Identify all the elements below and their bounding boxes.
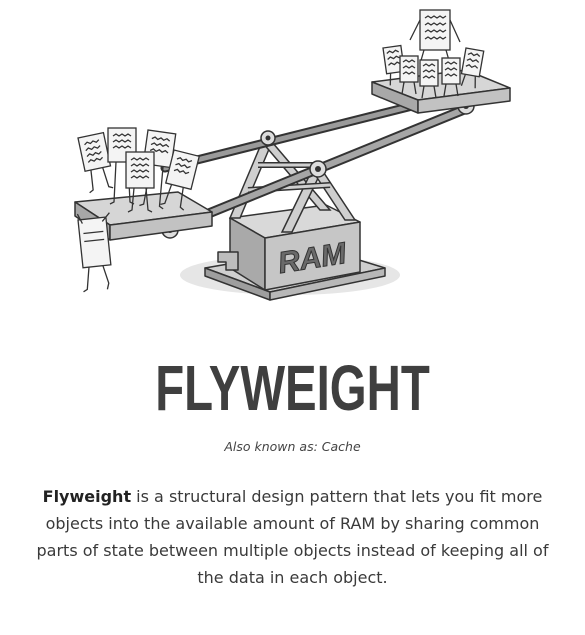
flyweight-illustration: RAM: [74, 9, 511, 301]
also-known-as: Also known as: Cache: [0, 438, 585, 456]
page-title: FLYWEIGHT: [155, 352, 430, 424]
aka-label: Also known as:: [224, 439, 318, 454]
left-document-characters: [76, 127, 201, 293]
ram-box: [204, 204, 386, 301]
description-term: Flyweight: [42, 487, 132, 506]
description-text: is a structural design pattern that lets…: [36, 487, 549, 587]
pattern-description: Flyweight is a structural design pattern…: [35, 483, 550, 591]
right-document-characters: [382, 9, 485, 99]
aka-value: Cache: [321, 439, 361, 454]
